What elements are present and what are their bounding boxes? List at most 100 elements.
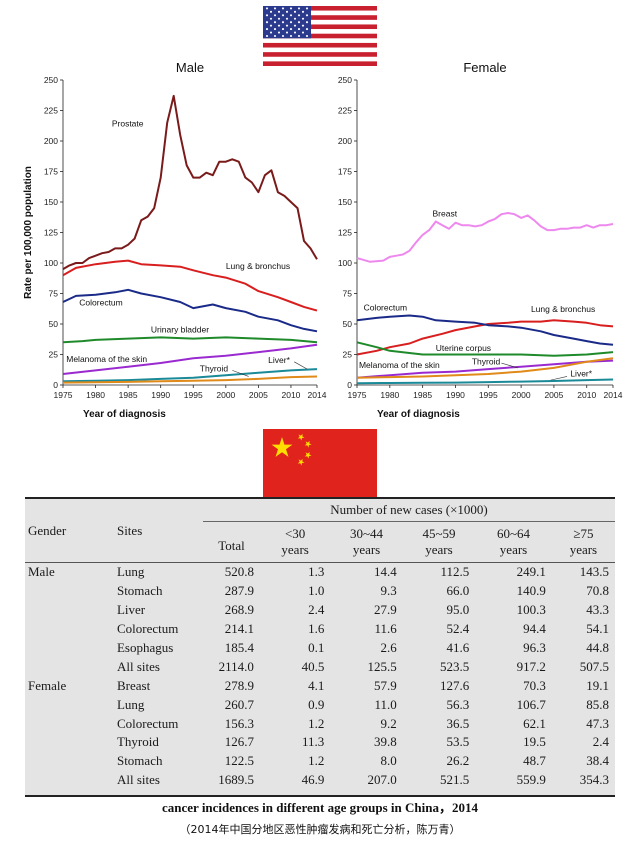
y-tick-label: 200 (338, 136, 352, 146)
cell-value: 354.3 (579, 772, 609, 788)
cell-value: 62.1 (523, 715, 546, 731)
cell-value: 521.5 (439, 772, 470, 788)
china-flag-icon (263, 429, 377, 497)
cell-value: 1.6 (308, 621, 325, 637)
cell-value: 0.1 (308, 640, 325, 655)
series-label: Melanoma of the skin (359, 360, 440, 370)
y-tick-label: 0 (53, 380, 58, 390)
cell-value: 1.3 (259, 561, 331, 582)
cell-value: 523.5 (439, 658, 470, 674)
cell-gender (25, 752, 113, 771)
cell-value: 278.9 (224, 677, 254, 693)
cell-value: 19.5 (523, 734, 546, 750)
series-line-thyroid (356, 357, 614, 379)
series-label: Colorectum (364, 303, 407, 313)
series-label: Breast (432, 209, 457, 219)
y-axis-label: Rate per 100,000 population (23, 166, 34, 299)
table-row: Colorectum 156.3 1.2 9.2 36.5 62.1 47.3 (25, 714, 615, 733)
female-chart: Female 0 25 50 75 100 125 150 175 200 225 250 1975 19… (338, 60, 623, 420)
cell-value: 249.1 (475, 561, 552, 582)
x-axis-label: Year of diagnosis (377, 409, 460, 420)
series-line-liver (356, 378, 614, 385)
series-line-breast (356, 212, 614, 263)
header-col: <30 years (260, 522, 330, 563)
cell-value: 70.8 (586, 583, 609, 599)
table-row: Liver 268.9 2.4 27.9 95.0 100.3 43.3 (25, 601, 615, 620)
cell-value: 11.6 (374, 621, 397, 637)
table-row: All sites 1689.5 46.9 207.0 521.5 559.9 354.3 (25, 771, 615, 790)
header-col-bottom: years (569, 542, 598, 557)
x-axis-label: Year of diagnosis (83, 409, 166, 420)
cell-site: Thyroid (116, 734, 159, 750)
x-tick-label: 1990 (446, 390, 465, 400)
y-tick-label: 50 (343, 319, 353, 329)
series-label: Melanoma of the skin (66, 354, 147, 364)
x-tick-label: 2000 (216, 390, 235, 400)
cell-value: 14.4 (330, 561, 403, 582)
cell-value: 52.4 (446, 621, 470, 637)
cell-value: 85.8 (586, 696, 609, 712)
cell-value: 4.1 (308, 677, 325, 693)
x-tick-label: 1980 (86, 390, 105, 400)
cell-value: 38.4 (586, 753, 609, 769)
cell-gender (25, 639, 113, 658)
x-tick-label: 2010 (281, 390, 300, 400)
cell-value: 0.9 (308, 696, 325, 712)
cell-value: 46.9 (301, 772, 325, 788)
x-tick-label: 2005 (544, 390, 563, 400)
cell-value: 39.8 (374, 734, 397, 750)
cell-value: 185.4 (224, 640, 254, 655)
cell-value: 112.5 (402, 561, 476, 582)
cell-site: Colorectum (116, 715, 179, 731)
series-line-melanoma-of-the-skin (62, 343, 318, 375)
x-tick-label: 2010 (577, 390, 596, 400)
cell-value: 26.2 (446, 753, 470, 769)
series-label: Lung & bronchus (531, 304, 595, 314)
cell-value: 56.3 (446, 696, 470, 712)
table-row: Stomach 287.9 1.0 9.3 66.0 140.9 70.8 (25, 582, 615, 601)
header-col-bottom: years (352, 542, 381, 557)
table-row: Colorectum 214.1 1.6 11.6 52.4 94.4 54.1 (25, 620, 615, 639)
cell-value: 9.3 (380, 583, 397, 599)
x-tick-label: 2000 (512, 390, 531, 400)
cell-gender (25, 695, 113, 714)
chart-title: Male (176, 60, 204, 75)
header-col-top: 45~59 (422, 526, 456, 541)
x-tick-label: 1995 (479, 390, 498, 400)
cell-value: 214.1 (224, 621, 254, 637)
header-gender: Gender (28, 522, 67, 538)
header-group: Number of new cases (×1000) (203, 499, 615, 522)
cell-gender: Female (28, 677, 67, 693)
x-tick-label: 1990 (151, 390, 170, 400)
cell-value: 106.7 (516, 696, 546, 712)
cell-value: 57.9 (374, 677, 397, 693)
cell-value: 44.8 (586, 640, 609, 655)
cell-value: 54.1 (586, 621, 609, 637)
header-sites: Sites (116, 522, 143, 538)
y-tick-label: 175 (44, 167, 58, 177)
cell-site: Stomach (116, 583, 163, 599)
header-col-top: 60~64 (496, 526, 531, 541)
header-col: Total (203, 522, 260, 563)
table-row: Male Lung 520.8 1.3 14.4 112.5 249.1 143.5 (25, 561, 615, 582)
cell-gender (25, 714, 113, 733)
table-row: Stomach 122.5 1.2 8.0 26.2 48.7 38.4 (25, 752, 615, 771)
series-label: Uterine corpus (436, 343, 491, 353)
header-col-top: Total (218, 538, 245, 553)
cell-site: Lung (112, 561, 204, 582)
x-tick-label: 1975 (348, 390, 367, 400)
series-line-colorectum (62, 288, 318, 333)
cell-gender (25, 733, 113, 752)
y-tick-label: 0 (347, 380, 352, 390)
y-tick-label: 250 (338, 75, 352, 85)
y-tick-label: 100 (44, 258, 58, 268)
header-col-bottom: years (425, 542, 453, 557)
y-tick-label: 200 (44, 136, 58, 146)
series-line-lung-bronchus (62, 259, 318, 312)
series-label: Prostate (112, 118, 144, 128)
cell-value: 96.3 (523, 640, 546, 655)
cell-gender (25, 657, 113, 676)
header-col-bottom: years (281, 542, 309, 557)
series-line-lung-bronchus (356, 319, 614, 356)
series-line-colorectum (356, 314, 614, 346)
